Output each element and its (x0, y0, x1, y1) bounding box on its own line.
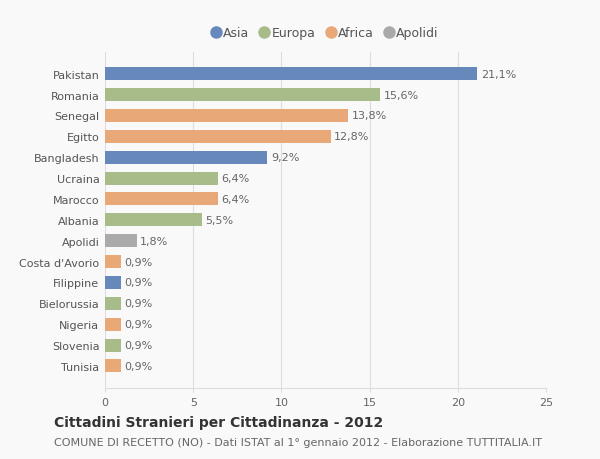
Text: 12,8%: 12,8% (334, 132, 370, 142)
Text: COMUNE DI RECETTO (NO) - Dati ISTAT al 1° gennaio 2012 - Elaborazione TUTTITALIA: COMUNE DI RECETTO (NO) - Dati ISTAT al 1… (54, 437, 542, 447)
Bar (105, 297, 121, 310)
Text: 0,9%: 0,9% (124, 299, 152, 308)
Legend: Asia, Europa, Africa, Apolidi: Asia, Europa, Africa, Apolidi (208, 22, 443, 45)
Text: 15,6%: 15,6% (384, 90, 419, 101)
Bar (105, 339, 121, 352)
Bar (105, 151, 267, 164)
Text: 1,8%: 1,8% (140, 236, 169, 246)
Bar (105, 276, 121, 289)
Bar (105, 193, 218, 206)
Text: 21,1%: 21,1% (481, 69, 516, 79)
Bar (105, 214, 202, 227)
Text: 13,8%: 13,8% (352, 111, 387, 121)
Text: 9,2%: 9,2% (271, 153, 299, 163)
Bar (105, 110, 349, 123)
Bar (105, 68, 477, 81)
Bar (105, 256, 121, 269)
Bar (105, 360, 121, 373)
Text: 0,9%: 0,9% (124, 257, 152, 267)
Text: 6,4%: 6,4% (221, 195, 250, 204)
Text: 0,9%: 0,9% (124, 361, 152, 371)
Bar (105, 130, 331, 144)
Bar (105, 235, 137, 247)
Text: 5,5%: 5,5% (206, 215, 233, 225)
Text: 6,4%: 6,4% (221, 174, 250, 184)
Text: Cittadini Stranieri per Cittadinanza - 2012: Cittadini Stranieri per Cittadinanza - 2… (54, 415, 383, 429)
Bar (105, 172, 218, 185)
Text: 0,9%: 0,9% (124, 319, 152, 330)
Text: 0,9%: 0,9% (124, 340, 152, 350)
Bar (105, 318, 121, 331)
Text: 0,9%: 0,9% (124, 278, 152, 288)
Bar (105, 89, 380, 102)
